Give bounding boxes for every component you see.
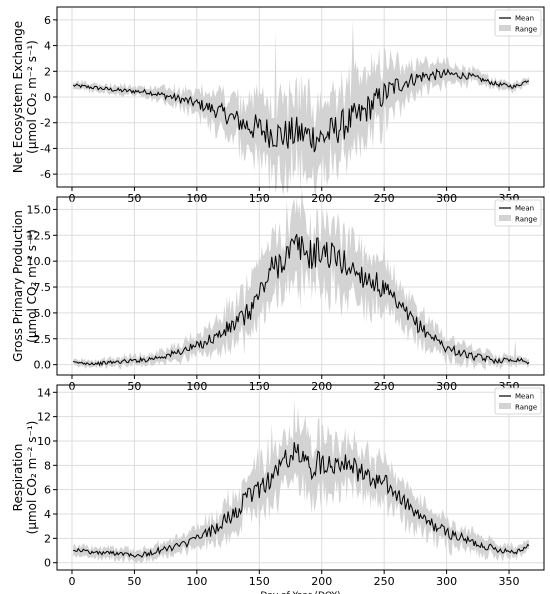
legend-range-label: Range: [515, 216, 537, 224]
x-tick-label: 150: [249, 575, 270, 588]
legend: Mean Range: [494, 9, 542, 37]
y-axis-label: Net Ecosystem Exchange(μmol CO₂ m⁻² s⁻¹): [11, 21, 39, 173]
y-tick-label: 5.0: [34, 307, 52, 320]
y-tick-label: 12.5: [27, 229, 52, 242]
legend: Mean Range: [494, 199, 542, 227]
y-tick-label: 0.0: [34, 359, 52, 372]
x-tick-label: 100: [186, 575, 207, 588]
mean-line: [73, 442, 530, 558]
x-tick-label: 250: [374, 575, 395, 588]
panel-resp: 0 2 4 6 8 10 12 14 0 50 100 150 200 250 300 350 Respirat…: [11, 384, 545, 594]
x-tick-label: 50: [127, 575, 141, 588]
legend-range-label: Range: [515, 26, 537, 34]
y-tick-label: 10: [37, 435, 51, 448]
legend-range-swatch: [499, 25, 511, 31]
range-band: [73, 18, 530, 199]
x-tick-label: 300: [436, 575, 457, 588]
x-tick-label: 200: [311, 575, 332, 588]
y-tick-label: 7.5: [34, 281, 52, 294]
x-tick-label: 0: [68, 575, 75, 588]
x-axis-label: Day of Year (DOY): [260, 591, 340, 594]
plot-frame: [56, 196, 545, 376]
y-tick-label: 4: [44, 508, 51, 521]
legend-mean-label: Mean: [515, 205, 534, 213]
y-tick-label: 0: [44, 91, 51, 104]
legend-mean-label: Mean: [515, 15, 534, 23]
y-tick-label: 6: [44, 14, 51, 27]
y-tick-label: 2.5: [34, 333, 52, 346]
panel-nee: -6-4-20246050100150200250300350Net Ecosy…: [11, 6, 545, 205]
legend-range-label: Range: [515, 404, 537, 412]
y-tick-label: -4: [40, 142, 51, 155]
panel-gpp: 0.02.55.07.510.012.515.00501001502002503…: [11, 188, 545, 393]
y-tick-label: 12: [37, 411, 51, 424]
range-band: [73, 398, 530, 564]
y-tick-label: 8: [44, 459, 51, 472]
y-tick-label: 4: [44, 40, 51, 53]
y-tick-label: 6: [44, 484, 51, 497]
legend-range-swatch: [499, 403, 511, 409]
x-tick-label: 350: [499, 575, 520, 588]
mean-line: [72, 68, 530, 153]
y-tick-label: 10.0: [27, 255, 52, 268]
legend-range-swatch: [499, 215, 511, 221]
range-band: [73, 188, 530, 371]
y-tick-label: 2: [44, 65, 51, 78]
y-tick-label: 15.0: [27, 203, 52, 216]
y-tick-label: 14: [37, 386, 51, 399]
y-tick-label: 2: [44, 532, 51, 545]
plot-frame: [56, 384, 545, 571]
y-axis-label: Respiration(μmol CO₂ m⁻² s⁻¹): [11, 421, 39, 535]
y-axis-label: Gross Primary Production(μmol CO₂ m⁻² s⁻…: [11, 210, 39, 362]
y-tick-label: 0: [44, 557, 51, 570]
legend: Mean Range: [494, 387, 542, 415]
y-tick-label: -2: [40, 117, 51, 130]
legend-mean-label: Mean: [515, 393, 534, 401]
mean-line: [73, 234, 530, 367]
y-tick-label: -6: [40, 168, 51, 181]
